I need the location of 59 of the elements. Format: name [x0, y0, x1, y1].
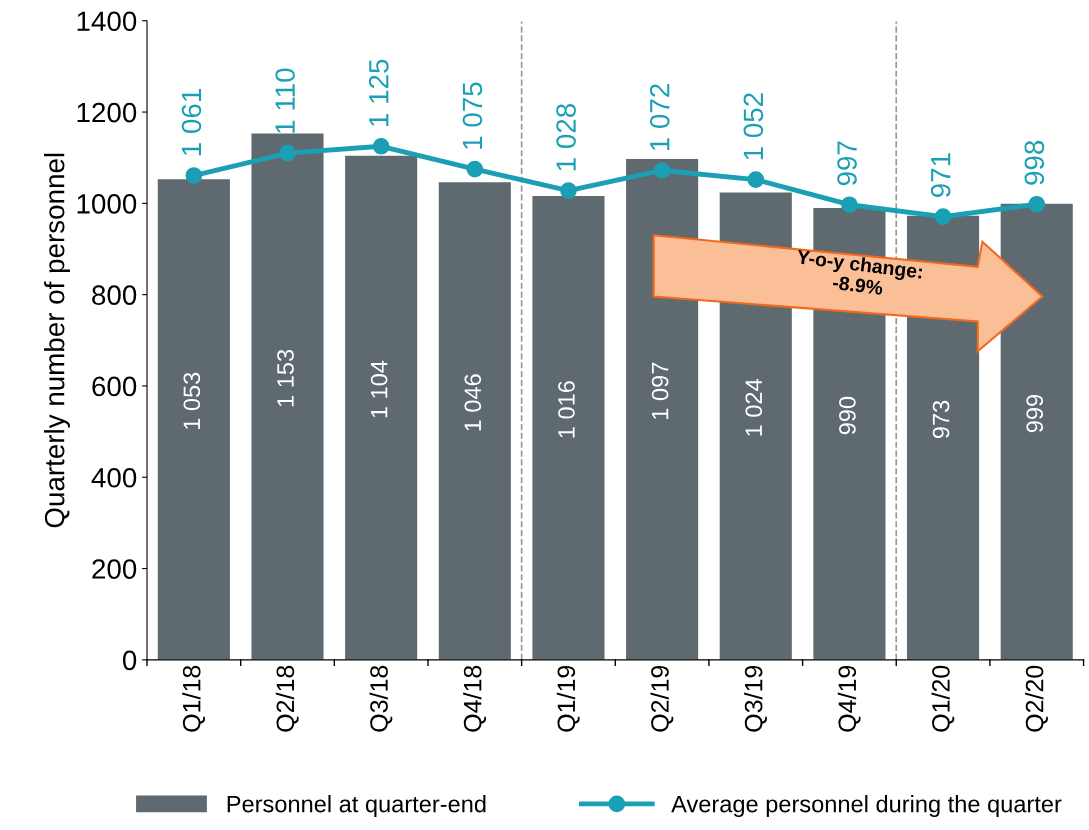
y-tick-label: 1000: [77, 194, 137, 214]
data-label: 1 046: [464, 374, 482, 431]
x-tick-label: Q1/19: [556, 665, 580, 732]
point: [560, 182, 577, 199]
data-label: 1 052: [743, 93, 764, 160]
data-label: 999: [1026, 394, 1044, 433]
data-label: 973: [932, 400, 950, 439]
data-label: 998: [1024, 140, 1045, 185]
point: [653, 162, 671, 179]
bar: [157, 179, 230, 660]
x-tick-label: Q4/19: [837, 665, 861, 732]
data-label: 1 097: [651, 362, 669, 419]
bar: [626, 159, 699, 660]
data-label: 997: [837, 141, 857, 186]
data-label: 1 028: [556, 104, 576, 171]
annotation: Y-o-y change: -8.9%: [796, 249, 923, 296]
y-tick-label: 1400: [77, 11, 137, 32]
legend-label: Average personnel during the quarter: [671, 795, 1062, 818]
point: [372, 137, 390, 155]
data-label: 1 075: [462, 82, 483, 149]
data-label: 1 053: [183, 372, 201, 429]
x-tick-label: Q1/20: [931, 665, 955, 732]
y-tick-label: 600: [92, 376, 137, 397]
data-label: 1 125: [368, 59, 389, 126]
bar: [345, 155, 418, 660]
x-tick-label: Q2/20: [1025, 665, 1048, 732]
bar: [438, 182, 511, 660]
legend-label: Personnel at quarter-end: [227, 795, 486, 818]
data-label: 1 072: [649, 84, 670, 151]
point: [185, 167, 203, 184]
bar: [251, 133, 324, 660]
point: [1028, 195, 1046, 213]
data-label: 1 153: [277, 349, 294, 407]
y-tick-label: 800: [92, 285, 137, 305]
point: [841, 196, 858, 214]
point: [279, 144, 296, 162]
data-label: 1 016: [558, 381, 575, 438]
y-axis-title: Quarterly number of personnel: [44, 153, 70, 528]
y-tick-label: 1200: [77, 102, 137, 123]
data-label: 1 061: [181, 89, 202, 156]
data-label: 1 024: [745, 379, 763, 436]
x-tick-label: Q4/18: [463, 665, 486, 732]
data-label: 1 110: [275, 68, 295, 133]
x-tick-label: Q2/18: [275, 665, 299, 732]
data-label: 1 104: [370, 360, 388, 418]
point: [747, 171, 765, 188]
point: [466, 160, 484, 178]
bar: [532, 196, 605, 660]
y-tick-label: 0: [122, 650, 137, 671]
point: [934, 208, 952, 225]
data-label: 971: [930, 153, 951, 198]
data-label: 990: [839, 396, 856, 435]
y-tick-label: 400: [91, 467, 137, 488]
y-tick-label: 200: [92, 559, 137, 579]
bar: [1000, 203, 1073, 660]
x-tick-label: Q3/19: [744, 665, 767, 732]
x-tick-label: Q1/18: [182, 665, 206, 732]
x-tick-label: Q3/18: [369, 665, 393, 732]
x-tick-label: Q2/19: [650, 665, 674, 732]
